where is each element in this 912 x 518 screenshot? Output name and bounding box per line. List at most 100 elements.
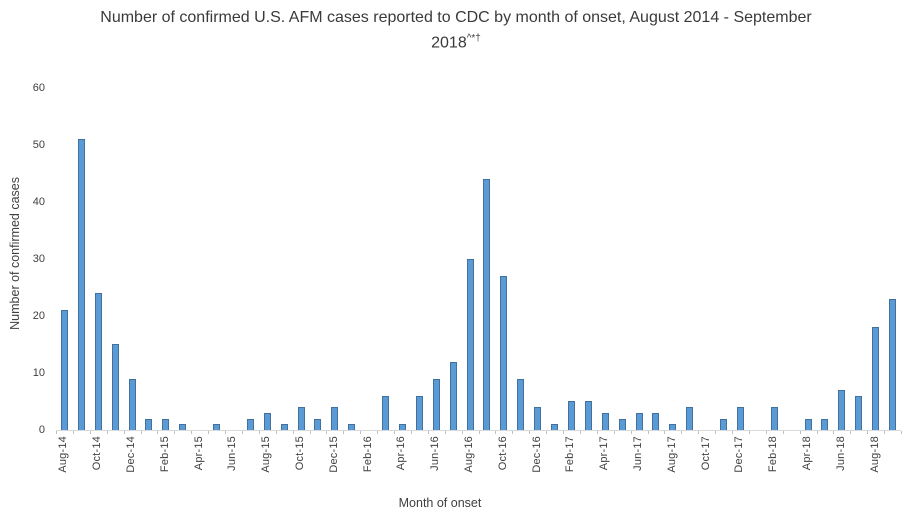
- x-tick-label: Feb-16: [362, 436, 374, 473]
- x-axis-tick: [427, 431, 429, 434]
- bar-Feb-18: [771, 407, 778, 430]
- chart-title: Number of confirmed U.S. AFM cases repor…: [0, 6, 912, 56]
- x-tick-label: Oct-17: [700, 436, 712, 471]
- bar-Mar-16: [382, 396, 389, 430]
- x-axis-tick: [275, 431, 277, 434]
- x-axis-tick: [715, 431, 717, 434]
- x-axis-tick: [72, 431, 74, 434]
- bar-Sep-15: [281, 424, 288, 430]
- x-axis-tick: [292, 431, 294, 434]
- bar-Nov-14: [112, 344, 119, 430]
- y-tick-label: 20: [32, 310, 45, 322]
- x-tick-label: Dec-17: [733, 436, 745, 473]
- x-axis-tick: [512, 431, 514, 434]
- x-axis-tick: [241, 431, 243, 434]
- bar-Apr-18: [805, 419, 812, 430]
- y-tick-label: 40: [32, 196, 45, 208]
- x-axis-tick: [208, 431, 210, 434]
- y-tick-label: 50: [32, 139, 45, 151]
- x-tick-label: Jun-17: [632, 436, 644, 471]
- x-axis-title: Month of onset: [398, 496, 482, 510]
- y-tick-label: 60: [32, 82, 45, 94]
- bar-Mar-15: [179, 424, 186, 430]
- bar-May-16: [416, 396, 423, 430]
- y-tick-label: 30: [32, 253, 45, 265]
- x-tick-label: Dec-14: [125, 436, 137, 473]
- x-axis-tick: [191, 431, 193, 434]
- bar-Aug-14: [61, 310, 68, 430]
- x-tick-label: Aug-18: [869, 436, 881, 473]
- bar-Nov-16: [517, 379, 524, 430]
- x-axis-line: [56, 430, 901, 431]
- x-tick-label: Aug-16: [463, 436, 475, 473]
- bar-Sep-17: [686, 407, 693, 430]
- x-tick-label: Jun-16: [429, 436, 441, 471]
- x-axis-tick: [664, 431, 666, 434]
- x-axis-tick: [563, 431, 564, 434]
- x-axis-tick: [546, 431, 548, 434]
- bar-Oct-16: [500, 276, 507, 430]
- x-axis-tick: [478, 431, 480, 434]
- x-axis-tick: [326, 431, 328, 434]
- x-axis-tick: [647, 431, 649, 434]
- x-axis-tick: [748, 431, 750, 434]
- bar-Aug-16: [467, 259, 474, 430]
- x-axis-tick: [681, 431, 683, 434]
- x-tick-label: Oct-14: [91, 436, 103, 471]
- x-axis-tick: [309, 431, 311, 434]
- bar-Apr-17: [602, 413, 609, 430]
- bar-Jul-18: [855, 396, 862, 430]
- bar-Jul-15: [247, 419, 254, 430]
- bar-Aug-18: [872, 327, 879, 430]
- chart-title-superscript: ^*†: [466, 32, 481, 44]
- x-tick-label: Jun-15: [226, 436, 238, 471]
- chart-title-line1: Number of confirmed U.S. AFM cases repor…: [100, 9, 812, 26]
- x-tick-label: Jun-18: [835, 436, 847, 471]
- x-axis-tick: [579, 431, 581, 434]
- y-tick-label: 0: [38, 424, 45, 436]
- x-tick-label: Aug-14: [57, 436, 69, 473]
- bar-Sep-18: [889, 299, 896, 430]
- x-tick-label: Oct-16: [497, 436, 509, 471]
- x-axis-tick: [732, 431, 733, 434]
- x-tick-label: Apr-15: [193, 436, 205, 471]
- bar-Aug-17: [669, 424, 676, 430]
- x-axis-tick: [106, 431, 108, 434]
- bar-Nov-15: [314, 419, 321, 430]
- x-axis-tick: [410, 431, 412, 434]
- x-axis-tick: [444, 431, 446, 434]
- x-axis-tick: [461, 431, 463, 434]
- bar-Dec-16: [534, 407, 541, 430]
- bar-Mar-17: [585, 401, 592, 430]
- bar-Nov-17: [720, 419, 727, 430]
- x-axis-tick: [630, 431, 632, 434]
- bar-Feb-17: [568, 401, 575, 430]
- bar-Jan-16: [348, 424, 355, 430]
- x-tick-label: Feb-15: [159, 436, 171, 473]
- bar-Sep-14: [78, 139, 85, 430]
- bar-Feb-15: [162, 419, 169, 430]
- x-axis-tick: [799, 431, 801, 434]
- x-tick-label: Apr-17: [598, 436, 610, 471]
- x-axis-tick: [529, 431, 531, 434]
- x-tick-label: Aug-17: [666, 436, 678, 473]
- bar-Sep-16: [483, 179, 490, 430]
- x-tick-label: Feb-18: [767, 436, 779, 473]
- bar-Jan-17: [551, 424, 558, 430]
- x-axis-tick: [56, 431, 57, 434]
- x-axis-tick: [225, 431, 226, 434]
- x-axis-tick: [765, 431, 767, 434]
- x-axis-tick: [258, 431, 260, 434]
- x-axis-tick: [377, 431, 379, 434]
- bar-May-15: [213, 424, 220, 430]
- bar-Jun-17: [636, 413, 643, 430]
- x-axis-tick: [89, 431, 91, 434]
- bar-Jul-17: [652, 413, 659, 430]
- bar-Oct-14: [95, 293, 102, 430]
- bar-Oct-15: [298, 407, 305, 430]
- x-axis-tick: [613, 431, 615, 434]
- bar-May-18: [821, 419, 828, 430]
- x-axis-tick: [833, 431, 835, 434]
- x-axis-tick: [816, 431, 818, 434]
